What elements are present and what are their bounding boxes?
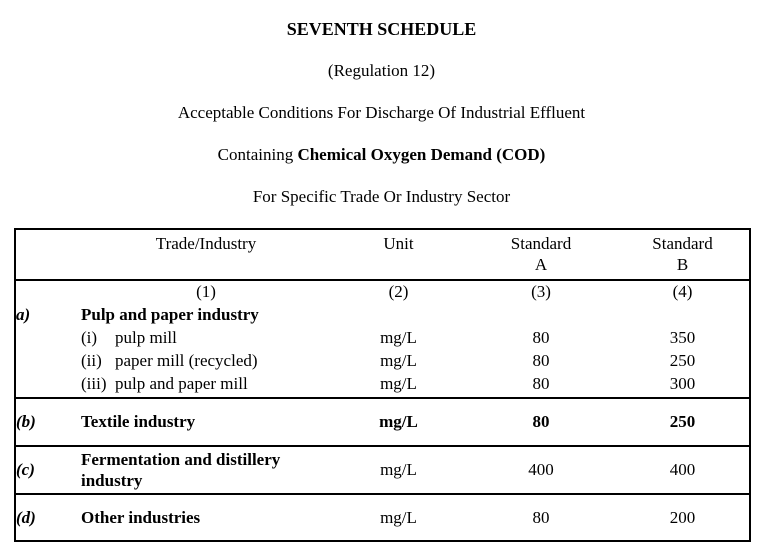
section-d-standard-b: 200	[616, 493, 750, 541]
item-standard-b: 350	[669, 328, 696, 347]
table-row: (i) pulp mill mg/L 80 350	[15, 326, 750, 349]
table-row: (ii) paper mill (recycled) mg/L 80 250	[15, 349, 750, 372]
section-a-letter: a)	[16, 305, 31, 324]
section-c-unit: mg/L	[331, 445, 466, 494]
table-header-row: Trade/Industry Unit Standard A Standard …	[15, 229, 750, 280]
item-standard-b: 300	[669, 374, 696, 393]
header-trade-industry: Trade/Industry	[155, 234, 257, 253]
containing-line: Containing Chemical Oxygen Demand (COD)	[0, 144, 763, 165]
item-standard-a: 80	[532, 351, 550, 370]
header-standard-b: Standard B	[652, 234, 713, 274]
header-empty-cell	[15, 229, 81, 280]
section-d-unit: mg/L	[331, 493, 466, 541]
section-a-title: Pulp and paper industry	[81, 305, 259, 324]
col-number-1: (1)	[81, 279, 331, 303]
section-c-name: Fermentation and distillery industry	[81, 445, 331, 494]
section-d-name: Other industries	[81, 493, 331, 541]
item-name: (ii) paper mill (recycled)	[81, 351, 258, 370]
section-b-letter: (b)	[15, 397, 81, 446]
section-b-row: (b) Textile industry mg/L 80 250	[15, 397, 750, 446]
item-number: (ii)	[81, 351, 102, 370]
item-standard-b: 250	[669, 351, 696, 370]
section-b-standard-a: 80	[466, 397, 616, 446]
item-name: (i) pulp mill	[81, 328, 177, 347]
document-header: SEVENTH SCHEDULE (Regulation 12) Accepta…	[0, 0, 763, 207]
col-number-2: (2)	[331, 279, 466, 303]
conditions-line: Acceptable Conditions For Discharge Of I…	[177, 103, 586, 122]
header-unit: Unit	[383, 234, 414, 253]
section-d-letter: (d)	[15, 493, 81, 541]
item-unit: mg/L	[380, 374, 417, 393]
section-a-title-row: a) Pulp and paper industry	[15, 303, 750, 326]
item-standard-a: 80	[532, 374, 550, 393]
section-c-row: (c) Fermentation and distillery industry…	[15, 445, 750, 494]
section-c-standard-b: 400	[616, 445, 750, 494]
regulation-reference: (Regulation 12)	[327, 61, 436, 80]
item-number: (i)	[81, 328, 98, 347]
item-number: (iii)	[81, 374, 107, 393]
section-b-unit: mg/L	[331, 397, 466, 446]
item-standard-a: 80	[532, 328, 550, 347]
parameter-name: Chemical Oxygen Demand (COD)	[297, 145, 546, 164]
sector-line: For Specific Trade Or Industry Sector	[252, 187, 511, 206]
section-c-letter: (c)	[15, 445, 81, 494]
effluent-standards-table: Trade/Industry Unit Standard A Standard …	[14, 228, 751, 542]
containing-prefix: Containing	[217, 145, 298, 164]
section-d-row: (d) Other industries mg/L 80 200	[15, 493, 750, 541]
section-b-standard-b: 250	[616, 397, 750, 446]
table-row: (iii) pulp and paper mill mg/L 80 300	[15, 372, 750, 398]
schedule-title: SEVENTH SCHEDULE	[286, 19, 477, 39]
section-b-name: Textile industry	[81, 397, 331, 446]
item-unit: mg/L	[380, 328, 417, 347]
item-name: (iii) pulp and paper mill	[81, 374, 248, 393]
header-standard-a: Standard A	[510, 234, 572, 274]
column-numbers-row: (1) (2) (3) (4)	[15, 279, 750, 303]
item-unit: mg/L	[380, 351, 417, 370]
section-c-standard-a: 400	[466, 445, 616, 494]
col-number-3: (3)	[466, 279, 616, 303]
section-d-standard-a: 80	[466, 493, 616, 541]
col-number-4: (4)	[616, 279, 750, 303]
